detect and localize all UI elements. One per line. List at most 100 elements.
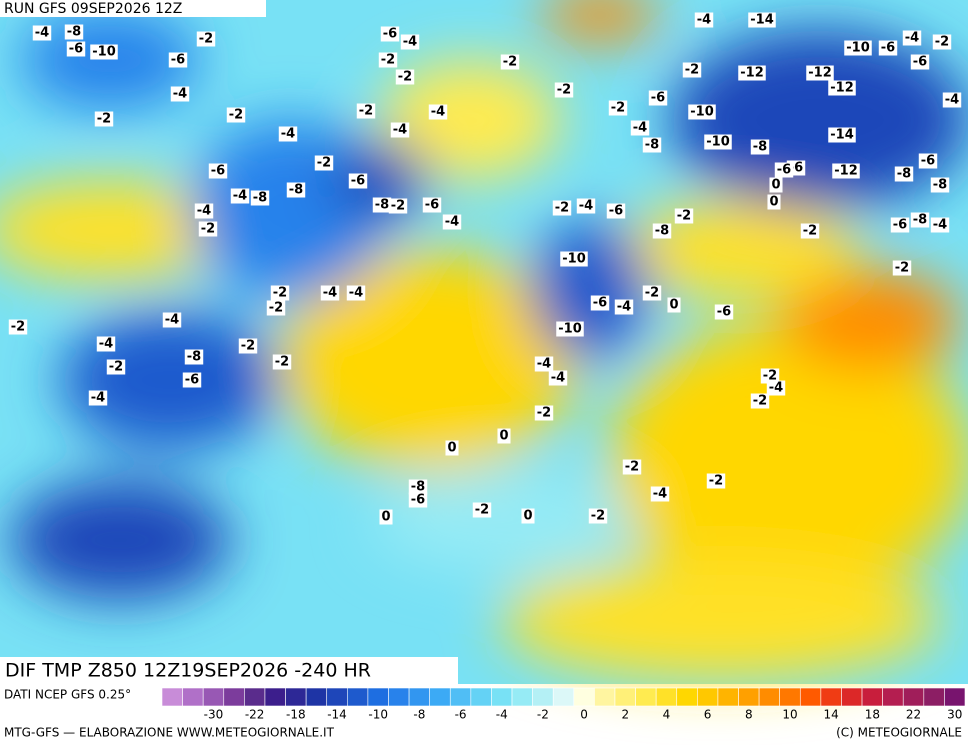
contour-label: -2	[803, 224, 817, 239]
contour-label: -6	[211, 164, 225, 179]
colorbar-swatch	[408, 687, 430, 707]
label-box	[767, 194, 781, 210]
contour-label: -12	[830, 81, 854, 96]
label-box	[682, 62, 702, 78]
contour-label: -2	[201, 222, 215, 237]
contour-label: -2	[109, 360, 123, 375]
label-box	[500, 54, 520, 70]
contour-label: -2	[241, 339, 255, 354]
label-box	[828, 127, 856, 143]
contour-label: -2	[625, 460, 639, 475]
contour-label: -6	[717, 305, 731, 320]
colorbar-swatch	[182, 687, 204, 707]
contour-label: -4	[165, 313, 179, 328]
contour-label: -6	[171, 53, 185, 68]
contour-label: -4	[697, 13, 711, 28]
credit-left: MTG-GFS — ELABORAZIONE WWW.METEOGIORNALE…	[4, 726, 335, 740]
contour-label: -2	[275, 355, 289, 370]
colorbar-swatch	[429, 687, 451, 707]
label-box	[208, 163, 228, 179]
contour-label: -2	[537, 406, 551, 421]
colorbar-label: 18	[865, 708, 880, 722]
label-box	[560, 251, 588, 267]
label-box	[66, 41, 86, 57]
label-box	[844, 40, 872, 56]
label-box	[497, 428, 511, 444]
contour-label: -2	[753, 394, 767, 409]
label-box	[750, 393, 770, 409]
contour-label: -2	[611, 101, 625, 116]
contour-label: -2	[677, 209, 691, 224]
label-box	[390, 122, 410, 138]
label-box	[8, 319, 28, 335]
label-box	[556, 321, 584, 337]
label-box	[270, 285, 290, 301]
label-box	[96, 336, 116, 352]
colorbar-label: -6	[455, 708, 467, 722]
contour-label: -8	[67, 25, 81, 40]
label-box	[902, 30, 922, 46]
label-box	[606, 203, 626, 219]
label-box	[162, 312, 182, 328]
contour-label: -10	[846, 41, 870, 56]
contour-label: -6	[609, 204, 623, 219]
label-box	[832, 163, 860, 179]
colorbar-label: 6	[704, 708, 712, 722]
label-box	[88, 390, 108, 406]
contour-label: -2	[685, 63, 699, 78]
contour-label: 0	[381, 510, 390, 525]
contour-label: 0	[523, 509, 532, 524]
contour-label: -4	[431, 105, 445, 120]
label-box	[198, 221, 218, 237]
label-box	[422, 197, 442, 213]
label-box	[548, 370, 568, 386]
colorbar-swatch	[305, 687, 328, 707]
contour-label: -10	[690, 105, 714, 120]
run-label: RUN GFS 09SEP2026 12Z	[4, 1, 182, 17]
colorbar-label: -4	[496, 708, 508, 722]
contour-label: -2	[895, 261, 909, 276]
contour-label: -10	[706, 135, 730, 150]
label-box	[892, 260, 912, 276]
colorbar-label: 2	[621, 708, 629, 722]
contour-label: -8	[187, 350, 201, 365]
contour-label: -4	[551, 371, 565, 386]
contour-label: -4	[233, 189, 247, 204]
contour-label: -4	[91, 391, 105, 406]
contour-label: -4	[617, 300, 631, 315]
label-box	[704, 134, 732, 150]
label-box	[408, 479, 428, 495]
contour-label: 0	[447, 441, 456, 456]
colorbar-label: 22	[906, 708, 921, 722]
contour-label: -4	[579, 199, 593, 214]
contour-label: -2	[269, 301, 283, 316]
colorbar-swatch	[861, 687, 883, 707]
contour-label: -8	[645, 138, 659, 153]
contour-label: 0	[771, 178, 780, 193]
label-box	[534, 356, 554, 372]
label-box	[714, 304, 734, 320]
label-box	[614, 299, 634, 315]
colorbar-swatch	[223, 687, 245, 707]
contour-label: -10	[562, 252, 586, 267]
colorbar-label: 8	[745, 708, 753, 722]
contour-label: -4	[349, 286, 363, 301]
contour-label: -10	[558, 322, 582, 337]
contour-label: 0	[499, 429, 508, 444]
contour-label: -10	[92, 45, 116, 60]
label-box	[230, 188, 250, 204]
label-box	[170, 86, 190, 102]
contour-label: -4	[653, 487, 667, 502]
colorbar-label: 10	[782, 708, 797, 722]
data-source: DATI NCEP GFS 0.25°	[4, 688, 131, 702]
contour-label: -8	[253, 191, 267, 206]
contour-label: -2	[398, 70, 412, 85]
label-box	[774, 162, 794, 178]
label-box	[800, 223, 820, 239]
contour-label: 0	[769, 195, 778, 210]
colorbar-swatch	[758, 687, 780, 707]
contour-label: -2	[199, 32, 213, 47]
contour-label: -4	[281, 127, 295, 142]
contour-label: -4	[403, 35, 417, 50]
contour-label: -8	[897, 167, 911, 182]
